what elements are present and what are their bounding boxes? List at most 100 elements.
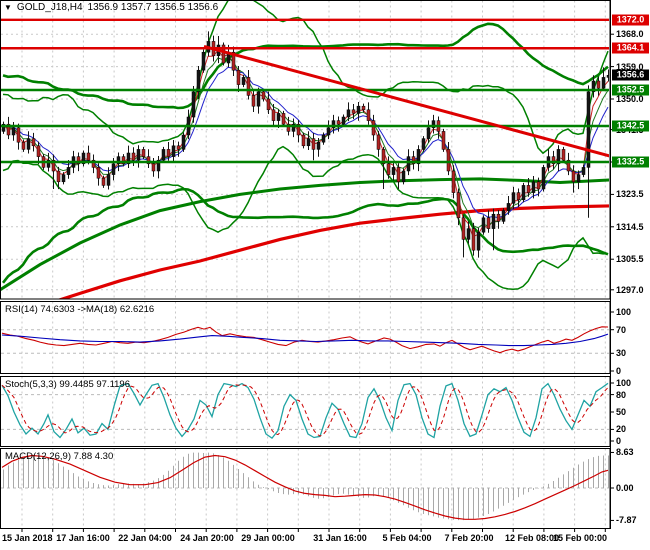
candle — [181, 132, 186, 152]
candle — [121, 154, 126, 167]
time-axis-label: 22 Jan 04:00 — [118, 533, 172, 543]
price-scale-label: 1314.5 — [616, 221, 644, 232]
candle — [196, 66, 201, 100]
stoch-k-line — [1, 382, 609, 439]
long-term-ma-red — [58, 204, 609, 299]
candle — [526, 178, 531, 197]
candle — [341, 114, 346, 127]
rsi-scale-label: 0 — [616, 366, 622, 376]
time-axis-label: 5 Feb 04:00 — [382, 533, 432, 543]
price-badge: 1332.5 — [612, 156, 649, 168]
candle — [516, 188, 521, 208]
time-axis-label: 17 Jan 16:00 — [56, 533, 110, 543]
stoch-scale-label: 100 — [616, 378, 632, 388]
candle — [146, 149, 151, 168]
candle — [101, 175, 106, 188]
candle — [566, 152, 571, 176]
candle — [476, 228, 481, 258]
candle — [176, 141, 181, 157]
bollinger-outer-lower — [1, 187, 609, 284]
candle — [336, 116, 341, 132]
candle — [376, 130, 381, 157]
main-panel[interactable] — [0, 0, 612, 308]
long-term-ma-green — [1, 177, 609, 291]
candle — [551, 150, 556, 170]
candle — [356, 102, 361, 121]
descending-trendline[interactable] — [203, 44, 612, 158]
candle — [351, 104, 356, 120]
bollinger-inner-lower — [2, 145, 609, 290]
price-badge: 1342.5 — [612, 120, 649, 132]
candle — [251, 89, 256, 112]
candle — [456, 188, 461, 226]
candle — [256, 87, 261, 114]
candle — [536, 177, 541, 197]
candle — [161, 146, 166, 163]
candle — [601, 67, 606, 91]
candle — [531, 176, 536, 199]
candle — [491, 208, 496, 251]
candle — [26, 131, 31, 154]
candle — [291, 118, 296, 138]
symbol-dropdown-icon[interactable]: ▼ — [4, 2, 12, 12]
rsi-ma-line — [1, 333, 609, 347]
candle — [571, 165, 576, 193]
stoch-scale-label: 20 — [616, 424, 627, 435]
stoch-scale-label: 0 — [616, 436, 622, 446]
candle — [431, 114, 436, 134]
candle — [126, 145, 131, 168]
candle — [136, 145, 141, 168]
price-scale-label: 1350.0 — [616, 94, 644, 104]
candle — [281, 110, 286, 127]
candle — [591, 75, 596, 98]
candle — [271, 104, 276, 127]
candle — [81, 150, 86, 167]
bollinger-outer-upper — [2, 22, 609, 110]
candle — [416, 145, 421, 172]
candle — [106, 167, 111, 190]
time-axis-label: 24 Jan 20:00 — [180, 533, 234, 543]
bollinger-inner-upper — [2, 1, 609, 155]
sto-panel[interactable] — [1, 377, 609, 447]
candle — [231, 46, 236, 76]
symbol-period-label: GOLD_J18,H4 — [16, 2, 83, 13]
candle — [421, 136, 426, 152]
chart-title-bar: ▼ GOLD_J18,H4 1356.9 1357.7 1356.5 1356.… — [4, 2, 218, 13]
candle — [411, 150, 416, 170]
candle — [51, 154, 56, 189]
candle — [426, 120, 431, 143]
rsi-panel[interactable] — [1, 302, 609, 374]
stoch-d-line — [1, 384, 609, 437]
price-badge: 1352.5 — [612, 84, 649, 96]
candle — [496, 210, 501, 229]
time-axis-label: 15 Jan 2018 — [2, 533, 53, 543]
candle — [471, 222, 476, 256]
macd-panel[interactable] — [1, 449, 609, 529]
candle — [186, 109, 191, 140]
time-axis-label: 29 Jan 00:00 — [241, 533, 295, 543]
candle — [556, 145, 561, 172]
rsi-scale-label: 70 — [616, 324, 627, 335]
candle — [266, 91, 271, 114]
candle — [61, 172, 66, 185]
stoch-scale-label: 50 — [616, 407, 627, 417]
price-scale-label: 1297.0 — [616, 284, 644, 295]
candle — [96, 163, 101, 186]
candle — [366, 102, 371, 125]
price-scale-label: 1305.5 — [616, 254, 644, 265]
candle — [401, 168, 406, 185]
candle — [31, 132, 36, 152]
macd-signal-line — [1, 454, 609, 520]
macd-scale-label: 0.00 — [616, 483, 634, 493]
candle — [331, 114, 336, 134]
candle — [561, 146, 566, 163]
candle — [171, 140, 176, 163]
candle — [191, 86, 196, 123]
macd-indicator-label: MACD(12,26,9) 7.88 4.30 — [5, 451, 114, 462]
price-scale-label: 1323.5 — [616, 189, 644, 200]
candle — [241, 74, 246, 88]
candle — [576, 170, 581, 190]
candle — [141, 146, 146, 160]
candle — [261, 89, 266, 102]
